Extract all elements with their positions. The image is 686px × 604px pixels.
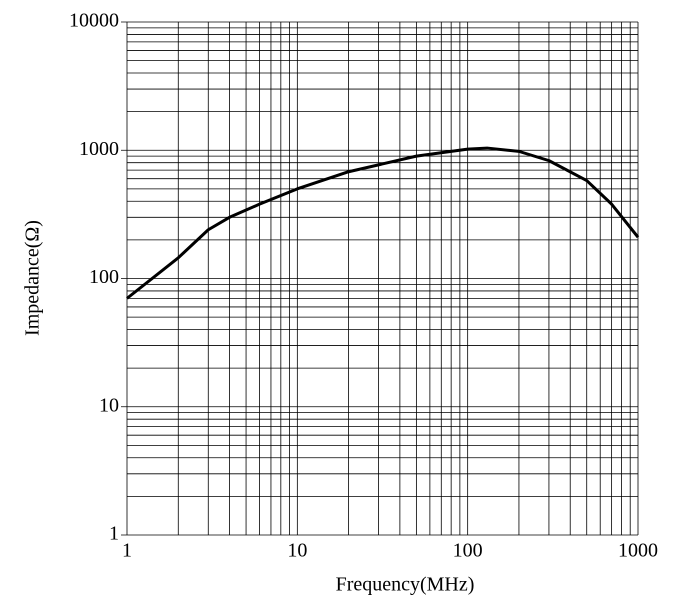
y-tick-label: 100 bbox=[89, 266, 119, 288]
data-line bbox=[126, 146, 640, 300]
y-tick-label: 1000 bbox=[79, 138, 119, 160]
y-tick-label: 10 bbox=[99, 394, 119, 416]
y-tick-label: 10000 bbox=[69, 10, 119, 32]
y-axis-label: Impedance(Ω) bbox=[22, 220, 44, 336]
x-axis-label: Frequency(MHz) bbox=[336, 574, 475, 596]
x-tick-label: 100 bbox=[453, 540, 483, 562]
x-tick-label: 10 bbox=[287, 540, 307, 562]
y-tick-label: 1 bbox=[109, 523, 119, 545]
x-tick-label: 1 bbox=[122, 540, 132, 562]
x-tick-label: 1000 bbox=[618, 540, 658, 562]
